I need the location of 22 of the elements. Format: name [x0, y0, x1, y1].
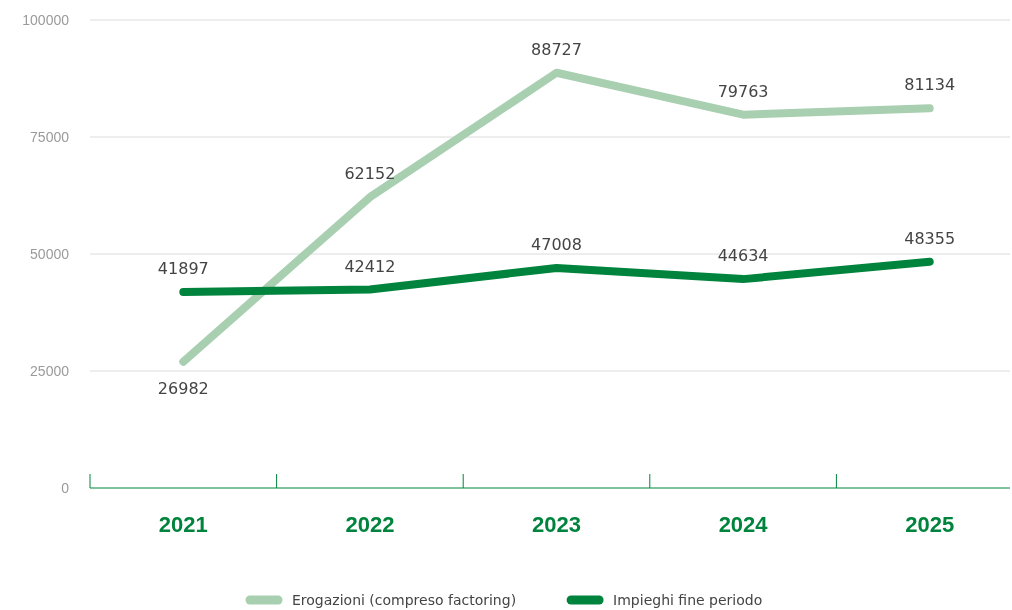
data-label: 88727	[531, 39, 582, 59]
x-tick-label: 2022	[345, 511, 395, 537]
data-label: 62152	[344, 164, 396, 184]
y-tick-label: 75000	[30, 128, 70, 145]
data-label: 42412	[344, 256, 396, 276]
legend-label: Erogazioni (compreso factoring)	[292, 592, 517, 608]
data-label: 79763	[717, 81, 769, 101]
data-label: 41897	[157, 258, 209, 278]
data-label: 47008	[531, 235, 582, 254]
y-tick-label: 25000	[30, 362, 70, 379]
data-label: 81134	[904, 75, 956, 95]
data-label: 26982	[157, 378, 209, 398]
x-tick-label: 2025	[905, 511, 955, 537]
y-tick-label: 100000	[22, 11, 70, 28]
y-tick-label: 50000	[30, 245, 70, 262]
x-tick-label: 2021	[158, 511, 208, 537]
data-label: 48355	[904, 228, 956, 248]
x-tick-label: 2024	[718, 511, 769, 537]
legend-label: Impieghi fine periodo	[613, 592, 763, 608]
y-tick-label: 0	[61, 479, 70, 496]
x-tick-label: 2023	[532, 511, 581, 537]
data-label: 44634	[717, 246, 769, 266]
